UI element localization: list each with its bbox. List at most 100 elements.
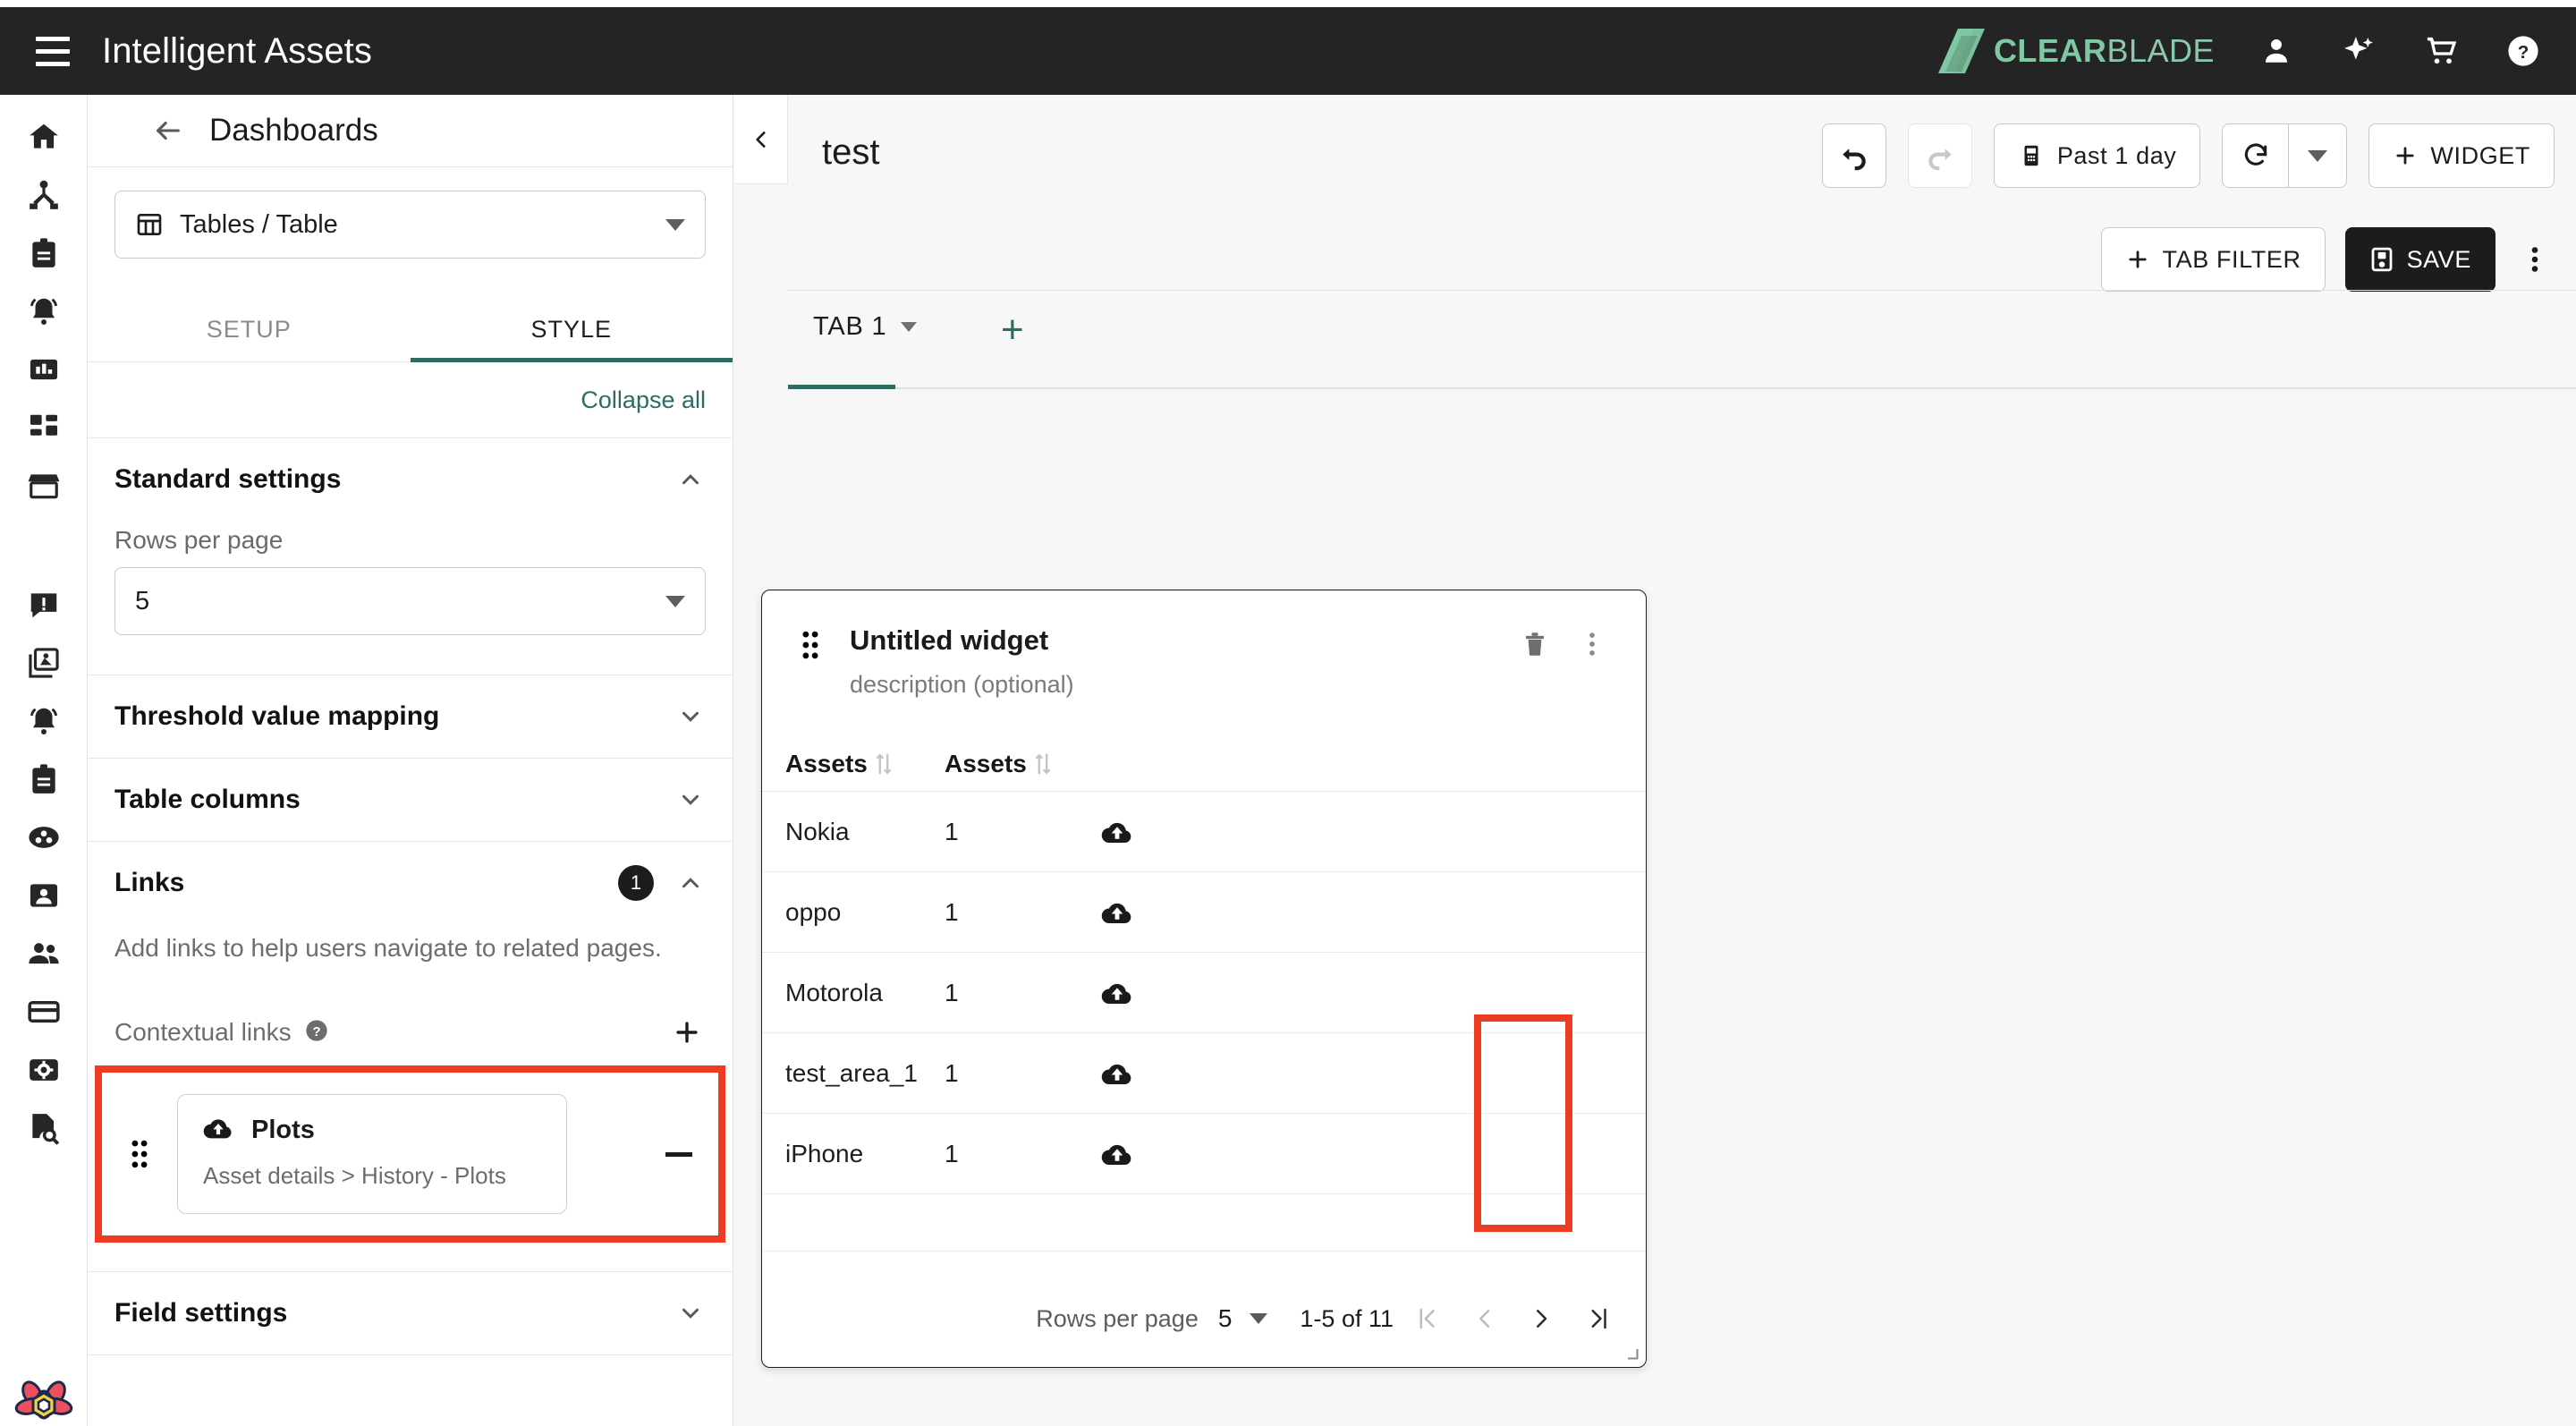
back-arrow-icon[interactable] xyxy=(148,111,188,150)
widget-description[interactable]: description (optional) xyxy=(850,671,1074,698)
image-stack-icon[interactable] xyxy=(0,633,88,692)
trash-icon[interactable] xyxy=(1517,626,1553,662)
storefront-icon[interactable] xyxy=(0,456,88,514)
refresh-options-button[interactable] xyxy=(2288,123,2348,188)
save-button[interactable]: SAVE xyxy=(2344,227,2496,292)
shopping-cart-icon[interactable] xyxy=(2420,30,2462,72)
widget-title[interactable]: Untitled widget xyxy=(850,624,1049,656)
tab-setup[interactable]: SETUP xyxy=(206,315,292,343)
table-row[interactable]: oppo 1 xyxy=(762,872,1646,953)
cloud-upload-icon xyxy=(203,1115,233,1146)
drag-handle-icon[interactable] xyxy=(792,624,828,660)
document-search-icon[interactable] xyxy=(0,1099,88,1157)
chevron-down-icon[interactable] xyxy=(675,1298,706,1328)
collapse-panel-button[interactable] xyxy=(734,95,788,184)
toolbar-secondary: TAB FILTER SAVE xyxy=(2100,227,2555,292)
help-circle-icon[interactable]: ? xyxy=(2503,30,2544,72)
bell-alarm-icon-2[interactable] xyxy=(0,692,88,750)
chevron-up-icon[interactable] xyxy=(675,868,706,898)
sort-arrows-icon[interactable] xyxy=(875,751,893,777)
sort-arrows-icon[interactable] xyxy=(1034,751,1052,777)
cloud-upload-icon[interactable] xyxy=(1059,818,1175,846)
contextual-links-row: Contextual links ? xyxy=(88,967,733,1051)
widget-type-select[interactable]: Tables / Table xyxy=(114,191,706,259)
rows-per-page-value[interactable]: 5 xyxy=(1217,1304,1233,1332)
table-paginator: Rows per page 5 1-5 of 11 xyxy=(762,1270,1646,1367)
chevron-down-icon[interactable] xyxy=(675,785,706,815)
chevron-down-icon[interactable] xyxy=(665,595,685,607)
section-title: Threshold value mapping xyxy=(114,701,440,731)
film-reel-icon[interactable] xyxy=(0,808,88,866)
drag-handle-icon[interactable] xyxy=(122,1139,157,1169)
flower-logo-icon[interactable] xyxy=(0,1351,88,1426)
clipboard-icon-2[interactable] xyxy=(0,750,88,808)
remove-link-button[interactable] xyxy=(659,1134,699,1174)
sparkle-icon[interactable] xyxy=(2338,30,2379,72)
section-header-standard-settings[interactable]: Standard settings xyxy=(88,438,733,521)
section-header-links[interactable]: Links 1 xyxy=(88,842,733,924)
credit-card-icon[interactable] xyxy=(0,982,88,1040)
next-page-icon[interactable] xyxy=(1517,1294,1565,1343)
bell-alarm-icon[interactable] xyxy=(0,282,88,340)
contextual-links-label: Contextual links xyxy=(114,1018,292,1046)
refresh-button[interactable] xyxy=(2222,123,2289,188)
clipboard-icon[interactable] xyxy=(0,224,88,282)
bar-chart-icon[interactable] xyxy=(0,340,88,398)
column-header-label: Assets xyxy=(945,749,1027,777)
table-row[interactable]: test_area_1 1 xyxy=(762,1033,1646,1114)
prev-page-icon[interactable] xyxy=(1460,1294,1508,1343)
tab-style[interactable]: STYLE xyxy=(530,315,613,343)
tab-filter-button[interactable]: TAB FILTER xyxy=(2100,227,2326,292)
caret-down-icon[interactable] xyxy=(901,322,918,332)
person-icon[interactable] xyxy=(2256,30,2297,72)
cloud-upload-icon[interactable] xyxy=(1059,1140,1175,1168)
cloud-upload-icon[interactable] xyxy=(1059,1059,1175,1088)
more-options-button[interactable] xyxy=(2515,227,2555,292)
column-header-assets-name[interactable]: Assets xyxy=(785,750,945,778)
add-tab-button[interactable]: + xyxy=(1001,308,1024,352)
cell-asset-name: Nokia xyxy=(785,817,850,845)
column-header-assets-count[interactable]: Assets xyxy=(945,750,1059,778)
table-row[interactable]: Nokia 1 xyxy=(762,792,1646,872)
section-header-field-settings[interactable]: Field settings xyxy=(88,1272,733,1354)
last-page-icon[interactable] xyxy=(1574,1294,1623,1343)
cloud-upload-icon[interactable] xyxy=(1059,979,1175,1007)
settings-gear-icon[interactable] xyxy=(0,1040,88,1099)
kebab-menu-icon[interactable] xyxy=(1574,626,1610,662)
hamburger-menu-icon[interactable] xyxy=(30,30,75,72)
collapse-all-link[interactable]: Collapse all xyxy=(580,386,706,413)
tabs-active-indicator xyxy=(410,358,733,362)
undo-icon xyxy=(1843,149,1866,171)
tab-1[interactable]: TAB 1 xyxy=(813,312,918,342)
alert-message-icon[interactable] xyxy=(0,575,88,633)
redo-button[interactable] xyxy=(1907,123,1972,188)
table-row[interactable]: iPhone 1 xyxy=(762,1114,1646,1194)
cloud-upload-icon[interactable] xyxy=(1059,898,1175,927)
dashboard-grid-icon[interactable] xyxy=(0,398,88,456)
section-header-table-columns[interactable]: Table columns xyxy=(88,759,733,841)
chevron-down-icon[interactable] xyxy=(675,701,706,732)
chevron-up-icon[interactable] xyxy=(675,464,706,495)
id-badge-icon[interactable] xyxy=(0,866,88,924)
home-icon[interactable] xyxy=(0,107,88,166)
chevron-down-icon[interactable] xyxy=(665,218,685,231)
people-group-icon[interactable] xyxy=(0,924,88,982)
add-widget-button[interactable]: WIDGET xyxy=(2368,123,2555,188)
table-row[interactable]: Motorola 1 xyxy=(762,953,1646,1033)
help-circle-icon[interactable]: ? xyxy=(304,1018,329,1048)
clearblade-logo: CLEARBLADE xyxy=(1937,27,2215,75)
widget-resize-handle[interactable] xyxy=(1623,1344,1639,1360)
time-range-button[interactable]: Past 1 day xyxy=(1993,123,2201,188)
chevron-down-icon[interactable] xyxy=(1250,1313,1268,1324)
first-page-icon[interactable] xyxy=(1402,1294,1451,1343)
logo-bold-text: CLEAR xyxy=(1993,32,2107,69)
hierarchy-icon[interactable] xyxy=(0,166,88,224)
contextual-link-item[interactable]: Plots Asset details > History - Plots xyxy=(95,1065,725,1243)
undo-button[interactable] xyxy=(1821,123,1886,188)
rows-per-page-select[interactable]: 5 xyxy=(114,567,706,635)
section-standard-settings: Standard settings Rows per page 5 xyxy=(88,437,733,675)
add-contextual-link-button[interactable] xyxy=(668,1014,706,1051)
link-card-plots[interactable]: Plots Asset details > History - Plots xyxy=(177,1094,567,1214)
dashboard-tabstrip: TAB 1 + xyxy=(788,291,2576,389)
section-header-threshold-value-mapping[interactable]: Threshold value mapping xyxy=(88,675,733,758)
